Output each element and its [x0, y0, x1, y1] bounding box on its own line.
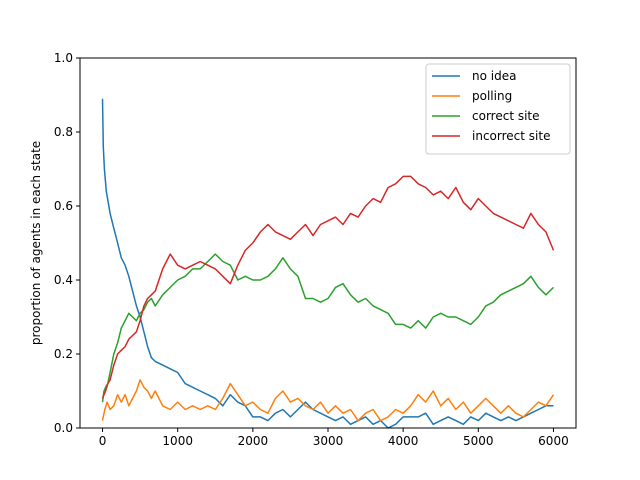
series-line-polling — [101, 379, 555, 422]
x-axis: 0 1000 2000 3000 4000 5000 6000 — [99, 428, 569, 448]
y-tick-label: 0.2 — [54, 347, 73, 361]
x-tick-label: 6000 — [538, 434, 569, 448]
y-tick-label: 0.8 — [54, 125, 73, 139]
series-layer — [101, 98, 555, 429]
series-line-correct-site — [101, 253, 555, 403]
legend-label: correct site — [472, 109, 540, 123]
x-tick-label: 5000 — [463, 434, 494, 448]
x-tick-label: 0 — [99, 434, 107, 448]
x-tick-label: 3000 — [313, 434, 344, 448]
x-tick-label: 4000 — [388, 434, 419, 448]
legend: no idea polling correct site incorrect site — [425, 63, 571, 155]
y-tick-label: 0.6 — [54, 199, 73, 213]
legend-label: polling — [472, 89, 512, 103]
y-tick-label: 1.0 — [54, 51, 73, 65]
y-tick-label: 0.0 — [54, 421, 73, 435]
series-line-no-idea — [101, 98, 554, 429]
y-axis: 0.0 0.2 0.4 0.6 0.8 1.0 — [54, 51, 80, 435]
y-tick-label: 0.4 — [54, 273, 73, 287]
legend-label: no idea — [472, 69, 516, 83]
series-line-incorrect-site — [101, 175, 555, 399]
x-tick-label: 1000 — [162, 434, 193, 448]
legend-box — [425, 63, 571, 155]
legend-label: incorrect site — [472, 129, 550, 143]
x-tick-label: 2000 — [238, 434, 269, 448]
y-axis-label: proportion of agents in each state — [29, 141, 43, 345]
